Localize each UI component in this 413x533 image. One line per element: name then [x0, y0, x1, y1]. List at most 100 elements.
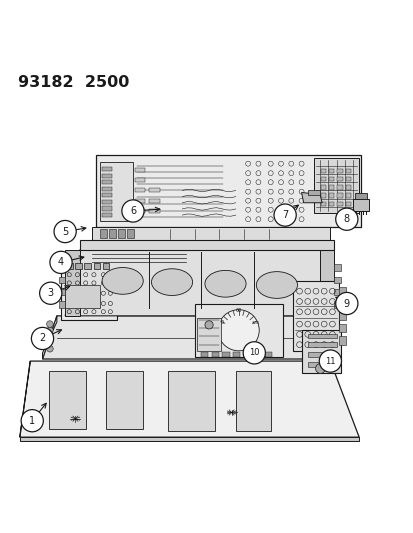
- Polygon shape: [127, 230, 133, 238]
- Circle shape: [50, 251, 72, 273]
- Polygon shape: [79, 240, 334, 250]
- Polygon shape: [96, 156, 360, 228]
- Polygon shape: [328, 177, 334, 181]
- Polygon shape: [222, 352, 229, 357]
- Polygon shape: [319, 250, 334, 316]
- Text: 2: 2: [39, 334, 45, 343]
- Polygon shape: [211, 352, 218, 357]
- Polygon shape: [301, 330, 340, 374]
- Polygon shape: [109, 230, 115, 238]
- Polygon shape: [337, 193, 342, 198]
- Polygon shape: [20, 437, 358, 441]
- Polygon shape: [100, 161, 133, 221]
- Polygon shape: [43, 316, 338, 359]
- Polygon shape: [65, 285, 100, 308]
- Polygon shape: [320, 168, 325, 173]
- Polygon shape: [149, 188, 159, 192]
- Polygon shape: [43, 316, 57, 359]
- Text: 3: 3: [47, 288, 54, 298]
- Polygon shape: [200, 352, 208, 357]
- Polygon shape: [307, 190, 319, 195]
- Polygon shape: [313, 158, 358, 213]
- Polygon shape: [352, 199, 368, 211]
- Polygon shape: [235, 372, 270, 431]
- Circle shape: [218, 310, 259, 351]
- Polygon shape: [320, 201, 325, 206]
- Polygon shape: [102, 213, 112, 217]
- Polygon shape: [102, 193, 112, 197]
- Polygon shape: [337, 185, 342, 190]
- Text: 7: 7: [281, 210, 287, 220]
- Polygon shape: [334, 289, 340, 295]
- Polygon shape: [135, 209, 145, 213]
- Circle shape: [31, 327, 54, 350]
- Text: 11: 11: [324, 357, 335, 366]
- Text: 0: 0: [220, 320, 223, 325]
- Polygon shape: [307, 362, 336, 367]
- Text: 4: 4: [58, 257, 64, 268]
- Circle shape: [47, 327, 53, 334]
- Polygon shape: [93, 263, 100, 269]
- Polygon shape: [102, 167, 112, 171]
- Polygon shape: [102, 263, 109, 269]
- Polygon shape: [338, 324, 345, 332]
- Polygon shape: [354, 193, 366, 199]
- Circle shape: [242, 342, 265, 364]
- Polygon shape: [337, 177, 342, 181]
- Polygon shape: [307, 342, 336, 346]
- Polygon shape: [61, 269, 116, 320]
- Circle shape: [318, 350, 341, 372]
- Polygon shape: [106, 372, 143, 429]
- Polygon shape: [320, 185, 325, 190]
- Polygon shape: [20, 361, 30, 437]
- Polygon shape: [345, 177, 350, 181]
- Ellipse shape: [204, 270, 245, 297]
- Polygon shape: [301, 192, 321, 203]
- Polygon shape: [338, 287, 345, 295]
- Polygon shape: [337, 201, 342, 206]
- Polygon shape: [328, 168, 334, 173]
- Polygon shape: [334, 277, 340, 283]
- Polygon shape: [337, 168, 342, 173]
- Polygon shape: [321, 316, 338, 359]
- Polygon shape: [328, 201, 334, 206]
- Polygon shape: [345, 168, 350, 173]
- Polygon shape: [307, 334, 336, 338]
- Polygon shape: [243, 352, 250, 357]
- Polygon shape: [118, 230, 124, 238]
- Circle shape: [47, 345, 53, 352]
- Polygon shape: [254, 352, 261, 357]
- Polygon shape: [102, 200, 112, 204]
- Polygon shape: [135, 168, 145, 172]
- Polygon shape: [65, 250, 334, 316]
- Text: 8: 8: [343, 214, 349, 224]
- Text: 93182  2500: 93182 2500: [18, 75, 129, 90]
- Polygon shape: [66, 263, 72, 269]
- Ellipse shape: [256, 272, 297, 298]
- Polygon shape: [84, 263, 90, 269]
- Polygon shape: [320, 193, 325, 198]
- Circle shape: [47, 321, 53, 327]
- Polygon shape: [59, 289, 65, 295]
- Text: 6: 6: [130, 206, 136, 216]
- Polygon shape: [135, 178, 145, 182]
- Polygon shape: [345, 193, 350, 198]
- Polygon shape: [49, 372, 85, 429]
- Polygon shape: [100, 230, 107, 238]
- Text: 10: 10: [249, 349, 259, 357]
- Circle shape: [204, 321, 213, 329]
- Polygon shape: [293, 281, 338, 351]
- Circle shape: [40, 282, 62, 304]
- Polygon shape: [149, 199, 159, 203]
- Circle shape: [21, 409, 43, 432]
- Polygon shape: [345, 201, 350, 206]
- Polygon shape: [264, 352, 272, 357]
- Polygon shape: [196, 318, 221, 351]
- Text: 9: 9: [343, 298, 349, 309]
- Polygon shape: [20, 361, 358, 437]
- Polygon shape: [307, 352, 336, 357]
- Circle shape: [47, 337, 53, 344]
- Polygon shape: [102, 174, 112, 177]
- Circle shape: [54, 221, 76, 243]
- Polygon shape: [338, 312, 345, 320]
